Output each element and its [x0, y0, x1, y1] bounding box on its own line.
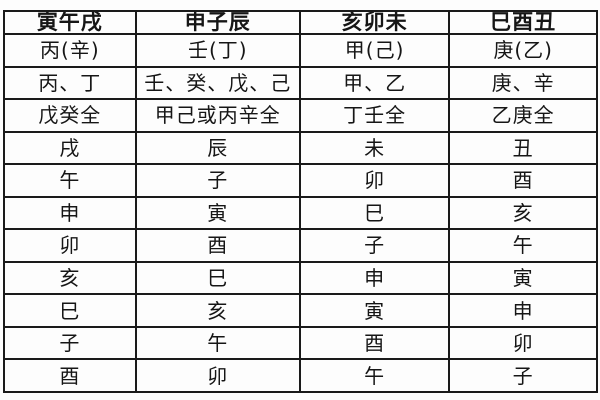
- bazi-table: 寅午戌 申子辰 亥卯未 巳酉丑 丙(辛) 壬(丁) 甲(己) 庚(乙) 丙、丁 壬、癸、戊…: [3, 10, 598, 393]
- header-cell-yin-wu-xu: 寅午戌: [3, 10, 137, 35]
- table-cell: 寅: [448, 260, 598, 296]
- table-cell: 巳: [3, 293, 137, 328]
- table-cell: 子: [298, 228, 451, 263]
- table-cell: 未: [298, 130, 451, 166]
- table-body: 丙(辛) 壬(丁) 甲(己) 庚(乙) 丙、丁 壬、癸、戊、己 甲、乙 庚、辛 戊癸全 甲己或丙辛…: [3, 33, 598, 393]
- table-cell: 乙庚全: [448, 98, 598, 133]
- table-cell: 亥: [134, 293, 301, 328]
- table-row: 戌辰未丑: [3, 130, 598, 166]
- table-cell: 戌: [3, 130, 137, 166]
- table-cell: 酉: [3, 358, 137, 393]
- table-cell: 亥: [448, 195, 598, 231]
- table-cell: 巳: [298, 195, 451, 231]
- table-header-row: 寅午戌 申子辰 亥卯未 巳酉丑: [3, 10, 598, 35]
- table-cell: 巳: [134, 260, 301, 296]
- table-cell: 申: [3, 195, 137, 231]
- table-cell: 午: [298, 358, 451, 393]
- table-cell: 寅: [298, 293, 451, 328]
- table-row: 丙(辛) 壬(丁) 甲(己) 庚(乙): [3, 33, 598, 68]
- table-row: 巳亥寅申: [3, 293, 598, 328]
- table-cell: 午: [448, 228, 598, 263]
- header-cell-shen-zi-chen: 申子辰: [134, 10, 301, 35]
- table-cell: 辰: [134, 130, 301, 166]
- table-cell: 午: [134, 325, 301, 361]
- table-row: 酉卯午子: [3, 358, 598, 393]
- table-cell: 申: [298, 260, 451, 296]
- table-row: 丙、丁 壬、癸、戊、己 甲、乙 庚、辛: [3, 65, 598, 101]
- table-cell: 甲、乙: [298, 65, 451, 101]
- table-cell: 酉: [298, 325, 451, 361]
- table-cell: 丑: [448, 130, 598, 166]
- table-cell: 卯: [298, 163, 451, 198]
- table-cell: 丙、丁: [3, 65, 137, 101]
- table-row: 戊癸全 甲己或丙辛全 丁壬全 乙庚全: [3, 98, 598, 133]
- table-cell: 庚、辛: [448, 65, 598, 101]
- table-row: 申寅巳亥: [3, 195, 598, 231]
- table-cell: 甲己或丙辛全: [134, 98, 301, 133]
- table-row: 卯酉子午: [3, 228, 598, 263]
- table-row: 午子卯酉: [3, 163, 598, 198]
- table-cell: 卯: [134, 358, 301, 393]
- table-cell: 壬(丁): [134, 33, 301, 68]
- table-cell: 卯: [3, 228, 137, 263]
- table-cell: 壬、癸、戊、己: [134, 65, 301, 101]
- table-cell: 申: [448, 293, 598, 328]
- table-cell: 酉: [448, 163, 598, 198]
- table-cell: 子: [3, 325, 137, 361]
- table-cell: 丁壬全: [298, 98, 451, 133]
- table-cell: 寅: [134, 195, 301, 231]
- table-cell: 子: [448, 358, 598, 393]
- table-cell: 丙(辛): [3, 33, 137, 68]
- table-cell: 子: [134, 163, 301, 198]
- table-cell: 午: [3, 163, 137, 198]
- header-cell-si-you-chou: 巳酉丑: [448, 10, 598, 35]
- table-cell: 戊癸全: [3, 98, 137, 133]
- header-cell-hai-mao-wei: 亥卯未: [298, 10, 451, 35]
- table-cell: 甲(己): [298, 33, 451, 68]
- table-cell: 酉: [134, 228, 301, 263]
- table-cell: 庚(乙): [448, 33, 598, 68]
- table-cell: 卯: [448, 325, 598, 361]
- sanhe-reference-table: 寅午戌 申子辰 亥卯未 巳酉丑 丙(辛) 壬(丁) 甲(己) 庚(乙) 丙、丁 壬、癸、戊…: [3, 10, 598, 393]
- table-row: 亥巳申寅: [3, 260, 598, 296]
- table-row: 子午酉卯: [3, 325, 598, 361]
- table-cell: 亥: [3, 260, 137, 296]
